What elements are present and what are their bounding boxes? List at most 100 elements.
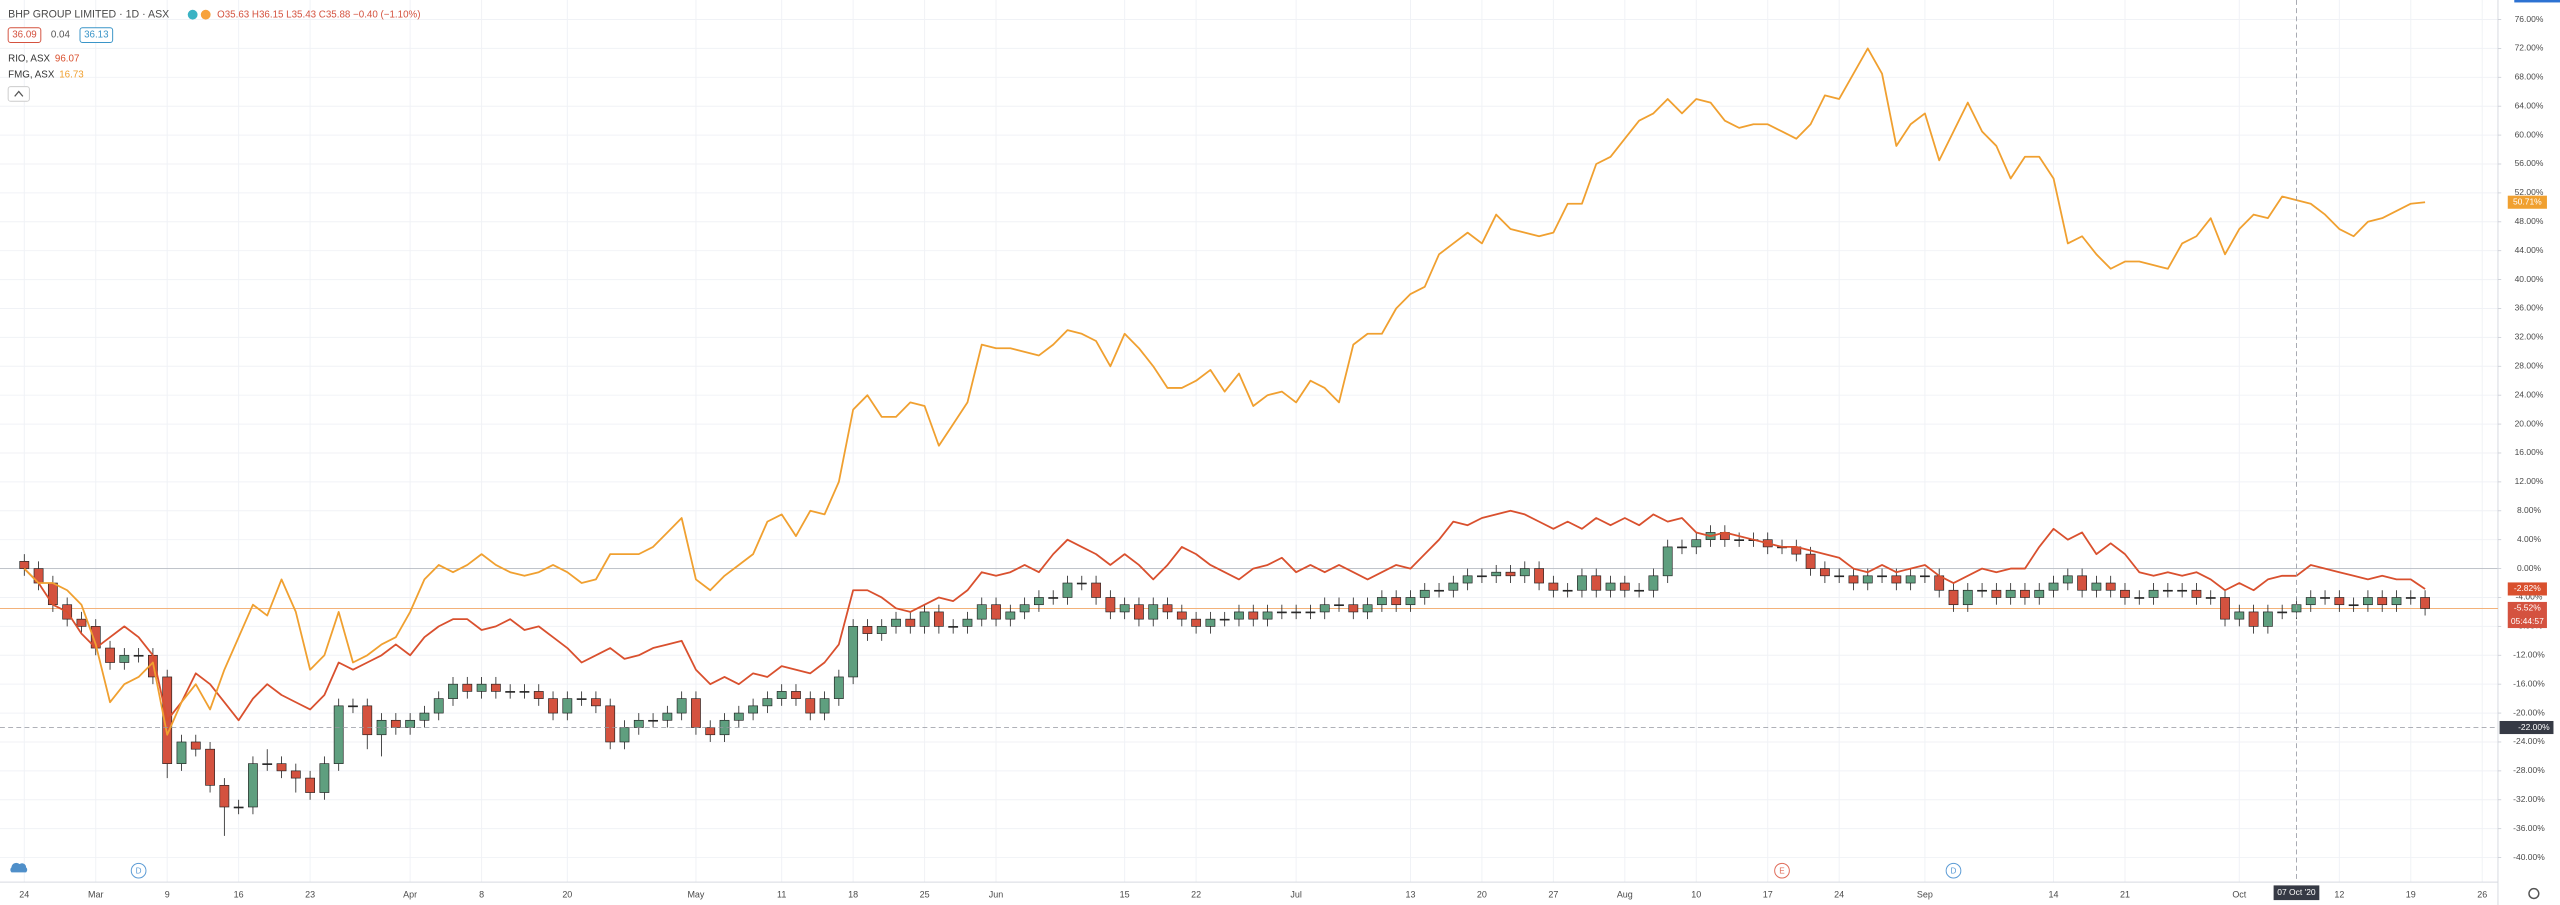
candle-body <box>848 626 859 678</box>
y-tick-label: 12.00% <box>2515 476 2544 486</box>
candle-body <box>1505 571 1516 577</box>
y-tick-label: 52.00% <box>2515 187 2544 197</box>
bid-box[interactable] <box>7 27 42 43</box>
candle-body <box>1148 604 1159 620</box>
candle-body <box>862 626 873 634</box>
candle-body <box>1948 589 1959 606</box>
y-tick-label: -20.00% <box>2513 707 2545 717</box>
y-tick-label: -36.00% <box>2513 823 2545 833</box>
crosshair-y-box <box>2499 720 2554 735</box>
candle-body <box>791 691 801 699</box>
candle-body <box>2262 611 2273 627</box>
candle-body <box>1548 582 1559 591</box>
legend-name: RIO, ASX <box>8 53 50 64</box>
candle-body <box>276 763 287 772</box>
delay-dot <box>200 9 211 20</box>
x-tick-label: Apr <box>403 890 417 900</box>
candle-body <box>1634 589 1645 592</box>
series-line <box>23 47 2426 736</box>
candle-body <box>448 683 458 699</box>
candle-body <box>1877 575 1887 578</box>
legend-value: 96.07 <box>55 53 79 64</box>
ask-box[interactable] <box>79 27 114 43</box>
x-tick-label: Aug <box>1617 890 1633 900</box>
candle-body <box>190 741 201 750</box>
top-bar-accent <box>2514 0 2560 3</box>
candle-body <box>605 705 616 743</box>
candle-body <box>2191 589 2202 598</box>
x-tick-label: 15 <box>1120 890 1130 900</box>
x-tick-label: 18 <box>848 890 858 900</box>
candle-body <box>176 741 187 764</box>
x-tick-label: 22 <box>1191 890 1201 900</box>
candle-body <box>991 604 1001 620</box>
candle-body <box>933 611 944 627</box>
x-tick-label: 24 <box>19 890 29 900</box>
candle-body <box>1362 604 1373 613</box>
candle-body <box>1091 582 1101 598</box>
spread: 0.04 <box>51 30 71 41</box>
candle-body <box>576 698 587 700</box>
event-marker[interactable] <box>1774 862 1790 879</box>
candle-body <box>2091 582 2102 591</box>
event-marker[interactable] <box>1945 862 1962 879</box>
candle-body <box>76 618 87 627</box>
grid <box>0 0 2498 883</box>
candle-body <box>2234 611 2245 620</box>
y-tick-label: 48.00% <box>2515 216 2544 226</box>
candle-body <box>676 698 687 714</box>
candle-body <box>1291 611 1302 614</box>
candle-body <box>233 806 244 809</box>
candle-body <box>905 618 916 627</box>
collapse-button[interactable] <box>7 86 30 102</box>
x-tick-label: 20 <box>562 890 572 900</box>
candle-body <box>1162 604 1173 613</box>
candle-body <box>1234 611 1244 620</box>
candle-body <box>1076 582 1087 585</box>
candle-body <box>2305 597 2316 606</box>
candle-body <box>1619 582 1630 591</box>
candle-body <box>1034 597 1044 606</box>
cloud-icon[interactable] <box>10 862 28 873</box>
candle-body <box>1176 611 1187 620</box>
y-tick-label: 36.00% <box>2515 303 2544 313</box>
event-label: D <box>136 866 142 875</box>
candle-body <box>1691 539 1702 548</box>
crosshair-x-label: 07 Oct '20 <box>2277 887 2316 897</box>
settings-icon[interactable] <box>2528 887 2540 900</box>
candle-body <box>519 691 530 693</box>
candle-body <box>2348 604 2359 607</box>
candle-body <box>2220 597 2230 620</box>
y-tick-label: -32.00% <box>2513 794 2545 804</box>
candle-body <box>762 698 773 707</box>
y-tick-label: 60.00% <box>2515 129 2544 139</box>
y-tick-label: 0.00% <box>2517 563 2542 573</box>
candle-body <box>133 654 144 657</box>
y-tick-label: -28.00% <box>2513 765 2545 775</box>
candle-body <box>748 705 759 714</box>
bid-price: 36.09 <box>12 30 36 41</box>
candle-body <box>1848 575 1859 584</box>
x-tick-label: Sep <box>1917 890 1933 900</box>
candle-body <box>319 763 330 793</box>
candle-body <box>2148 589 2159 598</box>
candle-body <box>1319 604 1330 613</box>
candle-body <box>1862 575 1873 584</box>
candle-body <box>662 712 673 721</box>
candle-body <box>1434 589 1444 592</box>
crosshair-x-box <box>2273 885 2320 901</box>
candle-body <box>1991 589 2002 598</box>
x-tick-label: 19 <box>2406 890 2416 900</box>
candle-body <box>1005 611 1016 620</box>
y-tick-label: 32.00% <box>2515 332 2544 342</box>
y-tick-label: 40.00% <box>2515 274 2544 284</box>
candle-body <box>1134 604 1144 620</box>
ask-price: 36.13 <box>84 30 109 41</box>
event-marker[interactable] <box>130 862 147 879</box>
candle-body <box>1519 568 1530 577</box>
candle-body <box>19 561 30 569</box>
candle-body <box>948 626 959 628</box>
candle-body <box>1491 571 1502 577</box>
candle-body <box>262 763 273 765</box>
candle-body <box>505 691 516 693</box>
